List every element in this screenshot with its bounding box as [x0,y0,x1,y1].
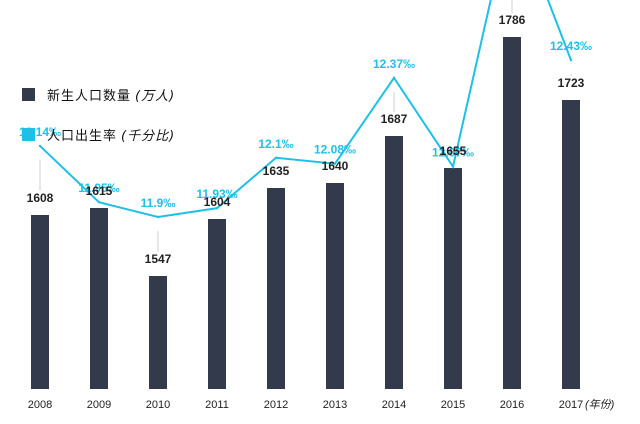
bar-2008 [31,215,49,389]
bar-series [31,37,580,389]
legend-label-birth-rate: 人口出生率 [47,128,118,144]
births-label-2009: 1615 [86,184,113,198]
birth-rate-point-2011 [215,206,219,210]
births-label-2014: 1687 [381,112,408,126]
legend-unit-births: (万人) [135,88,176,104]
birth-rate-label-2010: 11.9‰ [141,196,176,210]
bar-2016 [503,37,521,389]
x-axis-unit: (年份) [585,398,615,411]
x-axis: 2008 2009 2010 2011 2012 2013 2014 2015 2016 2017… [28,398,615,411]
bar-2014 [385,136,403,389]
bar-2012 [267,188,285,389]
birth-rate-point-2009 [97,201,101,204]
x-tick-2011: 2011 [205,399,229,411]
births-label-2016: 1786 [499,13,526,27]
birth-rate-label-2017: 12.43‰ [550,39,592,53]
birth-rate-label-2015: 12.07‰ [432,146,474,160]
birth-rate-label-2009: 11.95‰ [78,181,119,195]
birth-rate-point-2015 [451,165,455,168]
bar-2013 [326,183,344,389]
connector-lines [39,0,572,252]
x-tick-2014: 2014 [382,399,406,411]
births-label-2011: 1604 [204,195,231,209]
birth-rate-label-2012: 12.1‰ [258,137,293,151]
legend: 新生人口数量 (万人) 人口出生率 (千分比) [22,84,175,164]
births-label-2012: 1635 [263,164,290,178]
x-tick-2012: 2012 [264,399,288,411]
legend-item-births: 新生人口数量 (万人) [22,84,175,104]
bar-2011 [208,219,226,389]
birth-rate-point-2013 [333,162,337,165]
birth-rate-point-2008 [38,144,42,148]
births-label-2017: 1723 [558,76,585,90]
x-tick-2016: 2016 [500,399,524,411]
legend-swatch-births [22,87,35,101]
x-tick-2009: 2009 [87,399,111,411]
birth-rate-label-2013: 12.08‰ [314,143,356,157]
x-tick-2010: 2010 [146,399,170,411]
x-tick-2013: 2013 [323,399,347,411]
births-label-2013: 1640 [322,159,349,173]
x-tick-2017: 2017 [559,399,583,411]
legend-label-births: 新生人口数量 [47,88,132,104]
bar-2017 [562,100,580,389]
birth-rate-label-2014: 12.37‰ [373,57,415,71]
birth-rate-point-2014 [392,76,396,80]
birth-rate-point-2010 [156,215,160,219]
legend-unit-birth-rate: (千分比) [121,128,176,144]
legend-item-birth-rate: 人口出生率 (千分比) [22,124,175,144]
line-series [38,0,573,219]
x-tick-2008: 2008 [28,399,52,411]
births-label-2008: 1608 [27,191,54,205]
birth-rate-label-2011: 11.93‰ [196,187,237,201]
births-label-2015: 1655 [440,144,467,158]
bar-2015 [444,168,462,389]
x-tick-2015: 2015 [441,399,465,411]
bar-2010 [149,276,167,389]
birth-rate-point-2012 [274,156,278,159]
birth-rate-point-2017 [569,58,573,62]
births-label-2010: 1547 [145,252,172,266]
birth-rate-line [39,0,572,219]
bar-2009 [90,208,108,389]
legend-swatch-birth-rate [22,127,35,141]
